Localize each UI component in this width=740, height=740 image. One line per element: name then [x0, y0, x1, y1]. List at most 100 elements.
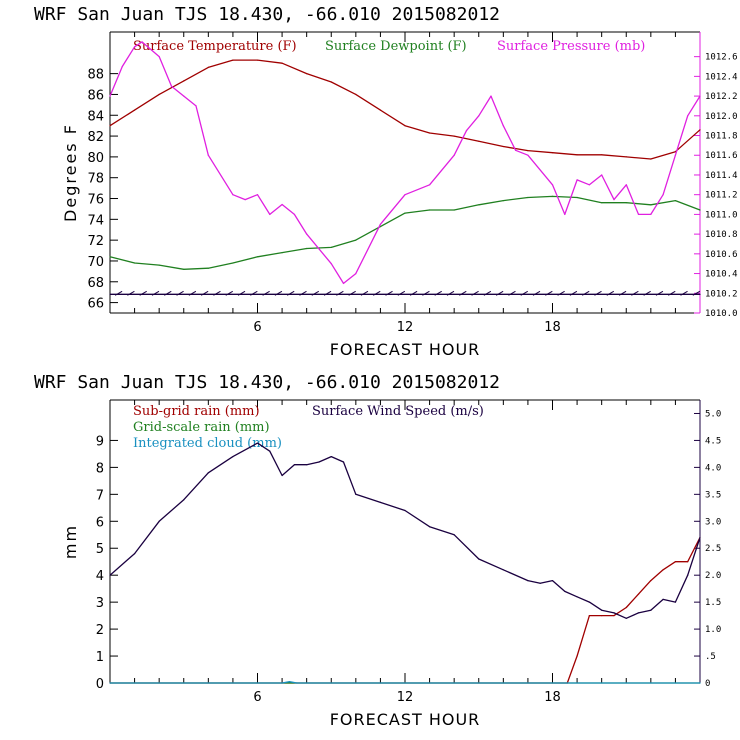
panel1-legend-entry: Surface Pressure (mb) — [497, 39, 645, 54]
wind-barb — [397, 290, 406, 296]
panel1-series-point-2 — [601, 174, 603, 176]
panel2-series-point-3 — [527, 580, 529, 582]
wind-barb — [323, 290, 332, 296]
panel1-x-tick-label: 6 — [253, 320, 261, 335]
wind-barb — [274, 290, 283, 296]
panel1-series-point-0 — [306, 73, 308, 75]
wind-barb — [594, 290, 602, 296]
panel2-series-point-3 — [650, 609, 652, 611]
panel1-y-tick-label: 76 — [87, 193, 104, 208]
panel2-y-axis-label: mm — [61, 524, 80, 559]
wind-barb — [127, 290, 135, 296]
wind-barb — [618, 290, 627, 296]
panel1-series-point-0 — [478, 140, 480, 142]
panel2-series-point-3 — [183, 499, 185, 501]
wind-barb — [667, 290, 676, 296]
panel1-series-point-0 — [232, 59, 234, 61]
panel2-series-point-3 — [429, 526, 431, 528]
wind-barb — [164, 290, 172, 296]
panel1-series-point-2 — [478, 115, 480, 117]
panel1-series-point-2 — [281, 203, 283, 206]
panel1-series-point-1 — [256, 256, 259, 258]
panel1-series-point-2 — [527, 154, 529, 156]
panel1-series-line-1 — [109, 195, 701, 270]
panel2-series-point-3 — [318, 461, 320, 463]
panel1-y2-tick-label: 1012.0 — [705, 112, 738, 122]
panel2-y2-tick-label: 0 — [705, 679, 710, 689]
panel1-series-point-0 — [601, 154, 603, 156]
panel1-series-point-0 — [183, 80, 185, 82]
wind-barb — [569, 290, 578, 296]
panel1-series-point-2 — [564, 213, 566, 215]
panel1-series-point-1 — [109, 256, 111, 258]
panel1-series-point-0 — [453, 135, 455, 137]
panel1-series-point-0 — [134, 109, 136, 111]
panel1-series-point-1 — [551, 195, 554, 197]
panel1-series-point-1 — [674, 200, 677, 202]
wind-barb — [655, 290, 664, 296]
panel1-series-point-2 — [269, 213, 271, 215]
wind-barb — [508, 290, 516, 296]
panel1-series-point-0 — [281, 62, 283, 64]
panel1-series-point-2 — [355, 273, 357, 275]
panel2-y2-tick-label: 4.0 — [705, 463, 721, 473]
panel1-x-axis-label: FORECAST HOUR — [330, 340, 481, 359]
panel1-y2-tick-label: 1010.0 — [705, 309, 738, 319]
panel2-series-point-0 — [687, 561, 689, 563]
panel1-y2-tick-label: 1010.8 — [705, 230, 738, 240]
panel1-series-point-2 — [687, 115, 689, 117]
wind-barb — [422, 290, 430, 296]
panel1-series-point-2 — [342, 282, 345, 284]
panel1-series-point-0 — [404, 125, 406, 127]
panel1-series-point-2 — [141, 41, 143, 43]
panel1-series-point-0 — [330, 81, 332, 83]
panel2-series-point-3 — [601, 609, 603, 611]
panel1-y-tick-label: 72 — [87, 234, 104, 249]
panel1-series-point-2 — [232, 194, 234, 196]
wind-barb — [434, 290, 442, 296]
panel1-series-point-3 — [109, 293, 111, 295]
panel1-y-tick-label: 68 — [87, 276, 104, 291]
panel1-series-point-2 — [404, 194, 406, 196]
panel2-series-point-3 — [539, 582, 541, 584]
panel1-series-point-2 — [465, 130, 468, 132]
panel1-series-line-0 — [109, 59, 701, 160]
panel1-y-tick-label: 70 — [87, 255, 104, 270]
panel1-series-point-1 — [281, 252, 283, 254]
panel2-series-point-0 — [588, 615, 591, 617]
panel1-series-point-1 — [576, 196, 578, 199]
panel1-series-point-0 — [674, 151, 677, 153]
panel1-series-point-2 — [379, 223, 381, 225]
panel1-series-point-1 — [355, 239, 357, 241]
panel2-y2-tick-label: 1.5 — [705, 598, 721, 608]
panel1-series-point-2 — [515, 149, 517, 151]
wind-barb — [360, 290, 369, 296]
panel2-series-point-3 — [588, 601, 591, 603]
panel2-series-point-2 — [288, 681, 291, 683]
panel1-series-point-0 — [502, 145, 504, 148]
panel2-series-point-2 — [699, 682, 701, 684]
panel1-y-tick-label: 84 — [87, 109, 104, 124]
panel2-series-point-3 — [355, 493, 357, 495]
panel1-y2-tick-label: 1012.2 — [705, 92, 738, 102]
wind-barb — [200, 290, 209, 296]
wind-barb — [471, 290, 479, 296]
panel1-x-tick-label: 12 — [397, 320, 414, 335]
wind-barb — [459, 290, 467, 296]
panel1-series-point-1 — [207, 267, 209, 269]
panel2-series-point-3 — [281, 474, 283, 477]
panel2-series-point-3 — [551, 580, 554, 582]
panel2-y-tick-label: 4 — [96, 569, 104, 584]
panel2-series-point-3 — [134, 553, 136, 555]
panel2-series-point-3 — [637, 612, 640, 614]
panel1-legend-entry: Surface Dewpoint (F) — [325, 39, 467, 54]
wind-barb — [188, 290, 197, 296]
panel2-series-point-0 — [613, 615, 615, 617]
wind-barb — [606, 290, 615, 296]
panel1-y2-tick-label: 1010.6 — [705, 250, 738, 260]
panel1-chart-title: WRF San Juan TJS 18.430, -66.010 2015082… — [34, 4, 500, 25]
panel1-series-point-2 — [625, 184, 627, 186]
panel2-series-point-3 — [564, 590, 566, 593]
panel1-series-line-2 — [109, 41, 701, 285]
panel1-y-tick-label: 82 — [87, 130, 104, 145]
